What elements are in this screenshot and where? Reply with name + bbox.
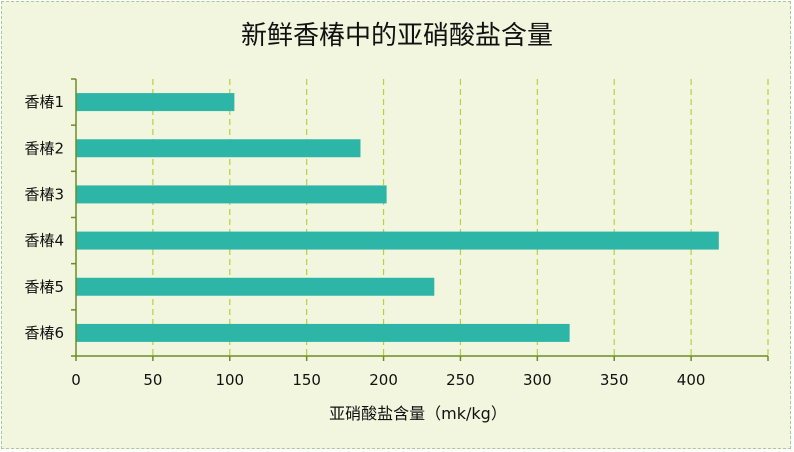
bars bbox=[76, 93, 719, 342]
bar-4 bbox=[76, 231, 719, 250]
x-tick-label-400: 400 bbox=[677, 371, 706, 389]
x-tick-label-350: 350 bbox=[600, 371, 629, 389]
x-tick-label-50: 50 bbox=[143, 371, 162, 389]
y-tick-label-1: 香椿1 bbox=[24, 93, 64, 111]
y-tick-label-4: 香椿4 bbox=[24, 232, 64, 250]
chart-title: 新鲜香椿中的亚硝酸盐含量 bbox=[241, 21, 553, 51]
y-tick-label-5: 香椿5 bbox=[24, 278, 64, 296]
y-tick-label-6: 香椿6 bbox=[24, 324, 64, 342]
bar-5 bbox=[76, 277, 435, 296]
x-tick-label-250: 250 bbox=[446, 371, 475, 389]
y-tick-label-2: 香椿2 bbox=[24, 139, 64, 157]
x-axis-title: 亚硝酸盐含量（mk/kg） bbox=[329, 404, 507, 423]
bar-2 bbox=[76, 139, 361, 158]
bar-6 bbox=[76, 323, 570, 342]
x-tick-label-0: 0 bbox=[71, 371, 81, 389]
axes bbox=[71, 78, 769, 361]
bar-3 bbox=[76, 185, 387, 204]
x-tick-label-300: 300 bbox=[523, 371, 552, 389]
x-tick-label-200: 200 bbox=[369, 371, 398, 389]
x-tick-label-150: 150 bbox=[292, 371, 321, 389]
tick-labels: 香椿1 香椿2 香椿3 香椿4 香椿5 香椿6 0 50 100 150 200 250 300 350 4… bbox=[24, 93, 705, 389]
bar-1 bbox=[76, 93, 235, 112]
y-tick-label-3: 香椿3 bbox=[24, 185, 64, 203]
x-tick-label-100: 100 bbox=[215, 371, 244, 389]
grid-lines bbox=[152, 79, 769, 356]
